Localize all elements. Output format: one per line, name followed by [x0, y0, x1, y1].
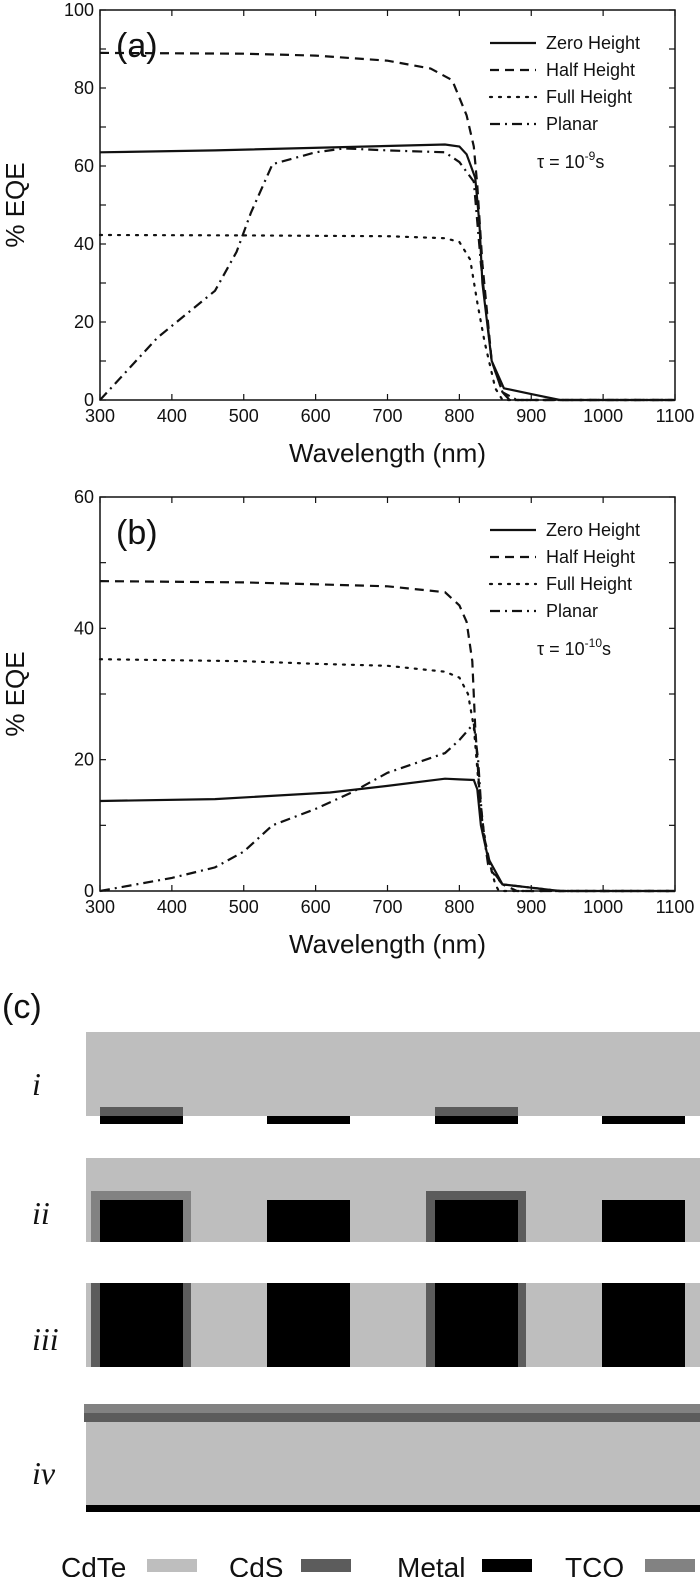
x-axis-title: Wavelength (nm) [289, 438, 486, 468]
y-axis-title: % EQE [0, 651, 30, 736]
y-tick-label: 0 [84, 881, 94, 901]
x-axis-title: Wavelength (nm) [289, 929, 486, 959]
metal-contact-ii [267, 1200, 350, 1242]
metal-contact-i [435, 1116, 518, 1124]
x-tick-label: 900 [516, 897, 546, 917]
cds-block-i [100, 1107, 183, 1116]
panel-label: (a) [116, 27, 158, 65]
legend-label-metal: Metal [397, 1552, 465, 1577]
chart-b: 300 400 500 600 700 800 900 1000 1100 0 20 40 60 Wave… [0, 487, 694, 959]
legend-label-cdte: CdTe [61, 1552, 126, 1577]
y-tick-label: 40 [74, 234, 94, 254]
series-line-zero-height [99, 777, 675, 893]
tau-annotation: τ = 10-10s [537, 636, 611, 659]
legend-label-cds: CdS [229, 1552, 283, 1577]
y-tick-label: 60 [74, 156, 94, 176]
x-tick-label: 700 [372, 897, 402, 917]
legend-swatch-tco [645, 1559, 695, 1572]
row-label-i: i [32, 1066, 41, 1102]
x-tick-label: 1100 [656, 406, 695, 426]
metal-contact-i [267, 1116, 350, 1124]
tau-exponent: -9 [585, 149, 596, 163]
x-tick-label: 300 [85, 406, 115, 426]
cdte-layer-i [86, 1032, 700, 1116]
legend-label: Full Height [546, 87, 632, 107]
row-label-iii: iii [32, 1321, 59, 1357]
cds-layer-iv [84, 1413, 700, 1422]
x-tick-label: 900 [516, 406, 546, 426]
y-tick-label: 100 [64, 0, 94, 20]
metal-contact-iii [602, 1283, 685, 1367]
x-tick-label: 800 [444, 897, 474, 917]
x-tick-label: 400 [157, 406, 187, 426]
metal-contact-iii [267, 1283, 350, 1367]
legend-label: Planar [546, 601, 598, 621]
series-line-half-height [99, 51, 675, 402]
y-tick-label: 40 [74, 618, 94, 638]
x-tick-label: 1000 [583, 406, 623, 426]
legend-label: Half Height [546, 60, 635, 80]
x-tick-label: 1100 [656, 897, 695, 917]
metal-contact-ii [602, 1200, 685, 1242]
tau-prefix: τ = 10 [537, 152, 585, 172]
chart-a: 300 400 500 600 700 800 900 1000 1100 0 20 40 60 80 10… [0, 0, 694, 468]
x-tick-label: 500 [229, 406, 259, 426]
legend-label: Half Height [546, 547, 635, 567]
row-label-iv: iv [32, 1455, 56, 1491]
metal-contact-i [602, 1116, 685, 1124]
metal-contact-ii [435, 1200, 518, 1242]
y-axis-title: % EQE [0, 162, 30, 247]
series-line-zero-height [99, 143, 675, 402]
y-tick-label: 20 [74, 750, 94, 770]
legend-label: Zero Height [546, 520, 640, 540]
y-tick-label: 60 [74, 487, 94, 507]
legend-label: Full Height [546, 574, 632, 594]
x-tick-label: 1000 [583, 897, 623, 917]
tco-layer-iv [84, 1404, 700, 1413]
row-label-ii: ii [32, 1195, 50, 1231]
legend-label-tco: TCO [565, 1552, 624, 1577]
series-line-planar [99, 720, 675, 893]
legend-swatch-metal [482, 1559, 532, 1572]
series-line-full-height [98, 233, 677, 402]
metal-contact-ii [100, 1200, 183, 1242]
legend-label: Zero Height [546, 33, 640, 53]
cdte-layer-iv [86, 1422, 700, 1505]
metal-contact-iii [100, 1283, 183, 1367]
metal-contact-i [100, 1116, 183, 1124]
tau-prefix: τ = 10 [537, 639, 585, 659]
panel-label-c: (c) [2, 988, 42, 1026]
x-tick-label: 600 [301, 897, 331, 917]
cds-block-i [435, 1107, 518, 1116]
x-tick-label: 500 [229, 897, 259, 917]
x-tick-label: 400 [157, 897, 187, 917]
series-line-planar [99, 147, 675, 402]
x-tick-label: 700 [372, 406, 402, 426]
y-tick-label: 80 [74, 78, 94, 98]
legend-swatch-cdte [147, 1559, 197, 1572]
tau-exponent: -10 [585, 636, 603, 650]
metal-layer-iv [86, 1505, 700, 1512]
metal-contact-iii [435, 1283, 518, 1367]
series-line-half-height [99, 580, 675, 893]
legend-swatch-cds [301, 1559, 351, 1572]
x-tick-label: 300 [85, 897, 115, 917]
legend-label: Planar [546, 114, 598, 134]
diagram-c: (c) i ii iii iv CdTe CdS Metal TCO [2, 988, 700, 1577]
tau-annotation: τ = 10-9s [537, 149, 604, 172]
panel-label: (b) [116, 514, 158, 552]
x-tick-label: 600 [301, 406, 331, 426]
y-tick-label: 20 [74, 312, 94, 332]
x-tick-label: 800 [444, 406, 474, 426]
y-tick-label: 0 [84, 390, 94, 410]
tau-suffix: s [602, 639, 611, 659]
tau-suffix: s [595, 152, 604, 172]
series-line-full-height [98, 658, 677, 893]
